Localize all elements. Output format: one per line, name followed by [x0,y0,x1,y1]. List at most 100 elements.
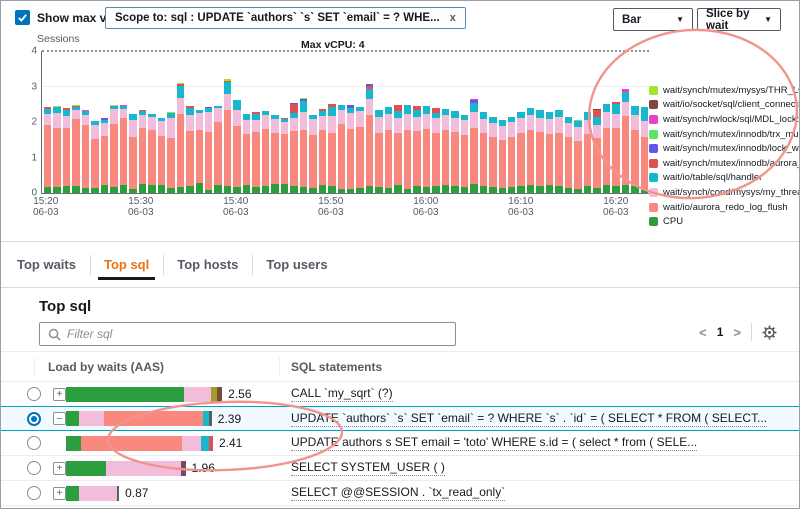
chart-bar[interactable] [290,51,298,193]
chart-bar[interactable] [498,51,506,193]
row-expand-button[interactable]: + [53,461,66,475]
table-row[interactable]: – 2.39 UPDATE `authors` `s` SET `email` = … [1,406,799,431]
table-row[interactable]: +0.87 SELECT @@SESSION . `tx_read_only` [1,481,799,506]
sql-statement-link[interactable]: SELECT @@SESSION . `tx_read_only` [291,485,506,501]
row-collapse-button[interactable]: – [53,412,66,425]
chart-bar[interactable] [621,51,630,193]
chart-bar[interactable] [347,51,355,193]
chart-bar[interactable] [536,51,544,193]
chart-bar[interactable] [489,51,497,193]
row-radio-button[interactable] [27,486,41,500]
chart-bar[interactable] [441,51,450,193]
sql-statement-link[interactable]: UPDATE authors s SET email = 'toto' WHER… [291,435,698,451]
chart-bar[interactable] [157,51,166,193]
sql-statement-link[interactable]: SELECT SYSTEM_USER ( ) [291,460,445,476]
chart-bar[interactable] [167,51,175,193]
chart-bar-segment-a [394,105,402,112]
chart-bar[interactable] [223,51,232,193]
chart-bar[interactable] [186,51,194,193]
chart-bar[interactable] [110,51,118,193]
row-expand-button[interactable]: + [53,387,66,401]
chart-bar[interactable] [214,51,222,193]
chart-bar[interactable] [394,51,402,193]
chart-bar[interactable] [422,51,431,193]
chart-bar[interactable] [432,51,440,193]
chart-bar[interactable] [53,51,61,193]
current-page-number[interactable]: 1 [716,325,724,339]
chart-bar[interactable] [602,51,611,193]
chart-bar[interactable] [138,51,147,193]
chart-bar[interactable] [526,51,535,193]
row-radio-button[interactable] [27,461,41,475]
chart-bar[interactable] [612,51,620,193]
tab-top-sql[interactable]: Top sql [89,242,163,287]
chart-bar[interactable] [195,51,203,193]
scope-filter-close-button[interactable]: x [449,12,456,24]
chart-bar[interactable] [470,51,478,193]
chart-bar[interactable] [384,51,393,193]
chart-bar[interactable] [176,51,185,193]
chart-bar[interactable] [479,51,488,193]
chart-bar[interactable] [413,51,421,193]
chart-bar[interactable] [62,51,71,193]
show-max-vcpu-checkbox[interactable] [15,10,30,25]
chart-bar[interactable] [91,51,99,193]
table-row[interactable]: +1.96 SELECT SYSTEM_USER ( ) [1,456,799,481]
chart-bar[interactable] [271,51,279,193]
chart-bar[interactable] [119,51,128,193]
chart-bar[interactable] [100,51,109,193]
chart-bar[interactable] [460,51,469,193]
chart-bar[interactable] [631,51,639,193]
chart-bar[interactable] [299,51,308,193]
chart-bar-segment-t [574,119,582,121]
row-radio-button[interactable] [27,387,41,401]
chart-bar[interactable] [451,51,459,193]
chart-bar[interactable] [280,51,289,193]
chart-bar[interactable] [72,51,80,193]
chart-bar[interactable] [545,51,554,193]
load-bar-segment-a [209,435,213,451]
chart-bar[interactable] [261,51,270,193]
chart-bar[interactable] [365,51,374,193]
chart-bar[interactable] [44,51,52,193]
chart-bar[interactable] [403,51,412,193]
chart-bar[interactable] [555,51,563,193]
chart-bar[interactable] [309,51,317,193]
row-radio-button[interactable] [27,436,41,450]
chart-bar[interactable] [233,51,241,193]
chart-bar[interactable] [337,51,345,193]
sql-statement-link[interactable]: CALL `my_sqrt` (?) [291,386,393,402]
next-page-button[interactable]: > [733,324,741,340]
filter-sql-input[interactable] [67,327,447,341]
sql-statement-link[interactable]: UPDATE `authors` `s` SET `email` = ? WHE… [291,410,768,427]
chart-bar[interactable] [204,51,213,193]
chart-bar[interactable] [375,51,383,193]
tab-top-waits[interactable]: Top waits [17,257,76,272]
table-row[interactable]: +2.56 CALL `my_sqrt` (?) [1,382,799,407]
chart-type-dropdown[interactable]: Bar ▼ [613,8,693,31]
slice-by-dropdown[interactable]: Slice by wait ▼ [697,8,781,32]
chart-bar[interactable] [564,51,573,193]
tab-top-users[interactable]: Top users [252,242,341,287]
chart-bar[interactable] [356,51,364,193]
chart-bar[interactable] [583,51,592,193]
chart-bar[interactable] [242,51,251,193]
row-expand-button[interactable]: + [53,486,66,500]
chart-bar[interactable] [148,51,156,193]
chart-bar[interactable] [81,51,90,193]
row-radio-button[interactable] [27,411,41,426]
chart-bar[interactable] [318,51,327,193]
chart-bar[interactable] [640,51,648,193]
scope-filter-chip[interactable]: Scope to: sql : UPDATE `authors` `s` SET… [105,7,466,29]
chart-bar[interactable] [252,51,260,193]
chart-bar[interactable] [328,51,336,193]
chart-bar[interactable] [129,51,137,193]
table-row[interactable]: 2.41 UPDATE authors s SET email = 'toto' … [1,431,799,456]
chart-bar[interactable] [507,51,516,193]
settings-gear-icon[interactable] [762,325,777,340]
previous-page-button[interactable]: < [699,324,707,340]
tab-top-hosts[interactable]: Top hosts [163,242,252,287]
chart-bar[interactable] [593,51,601,193]
chart-bar[interactable] [574,51,582,193]
chart-bar[interactable] [517,51,525,193]
